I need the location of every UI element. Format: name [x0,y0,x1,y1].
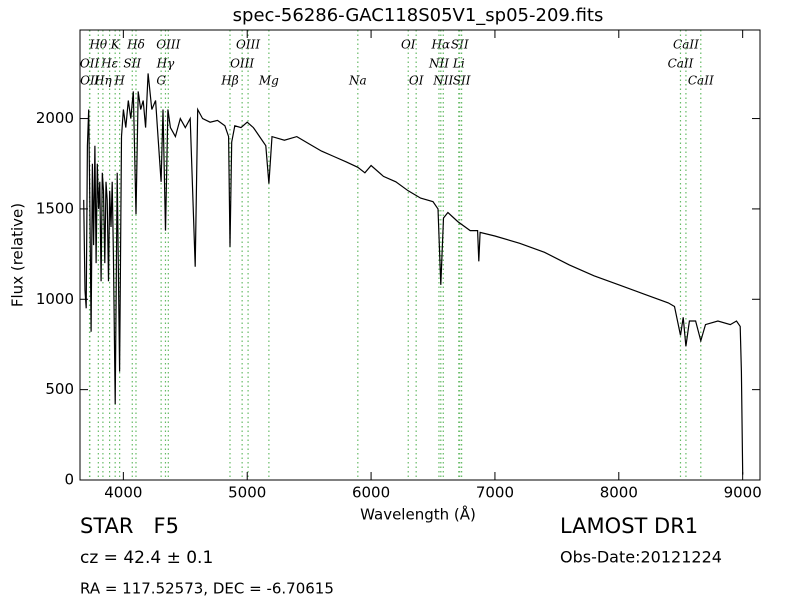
spectral-line-label: OI [409,74,424,88]
spectral-line-label: H [113,74,125,88]
spectral-line-label: OII [80,57,100,71]
y-tick-label: 2000 [36,109,74,127]
x-tick-label: 5000 [228,484,266,502]
spectral-line-label: NII [428,57,449,71]
spectral-line-label: SII [123,57,141,71]
spectral-line-label: CaII [668,57,694,71]
spectral-line-label: Hγ [156,57,175,71]
x-tick-label: 6000 [352,484,390,502]
spectral-line-label: Hθ [88,38,107,52]
spectral-line-label: CaII [688,74,714,88]
spectral-line-label: Mg [258,74,279,88]
spectral-line-label: K [110,38,121,52]
chart-title: spec-56286-GAC118S05V1_sp05-209.fits [233,5,604,26]
spectral-line-label: Hβ [220,74,238,88]
spectral-line-label: Hη [93,74,112,88]
y-tick-label: 0 [64,471,74,489]
spectral-line-label: CaII [673,38,699,52]
y-tick-label: 1500 [36,199,74,217]
spectral-line-label: Hδ [126,38,145,52]
spectral-line-label: G [156,74,166,88]
spectral-line-label: OIII [230,57,254,71]
spectral-line-label: OII [80,74,100,88]
spectral-line-label: SII [453,74,471,88]
object-class: STAR F5 [80,514,179,538]
spectral-line-label: OI [401,38,416,52]
spectral-line-label: Hε [100,57,118,71]
survey: LAMOST DR1 [560,514,698,538]
x-tick-label: 4000 [104,484,142,502]
obs-date: Obs-Date:20121224 [560,548,722,567]
x-axis-label: Wavelength (Å) [360,505,476,524]
y-tick-label: 1000 [36,290,74,308]
x-tick-label: 7000 [476,484,514,502]
spectral-line-label: NII [432,74,453,88]
spectral-line-label: Na [348,74,367,88]
y-axis-label: Flux (relative) [9,203,27,307]
spectral-line-label: OIII [236,38,260,52]
x-tick-label: 8000 [600,484,638,502]
spectral-line-label: Hα [431,38,451,52]
y-tick-label: 500 [45,380,74,398]
spectrum-line [83,73,744,475]
coordinates: RA = 117.52573, DEC = -6.70615 [80,580,334,598]
spectral-line-label: OIII [156,38,180,52]
plot-frame [79,29,761,481]
spectral-line-label: SII [451,38,469,52]
redshift: cz = 42.4 ± 0.1 [80,548,213,568]
spectral-line-label: Li [452,57,465,71]
x-tick-label: 9000 [724,484,762,502]
